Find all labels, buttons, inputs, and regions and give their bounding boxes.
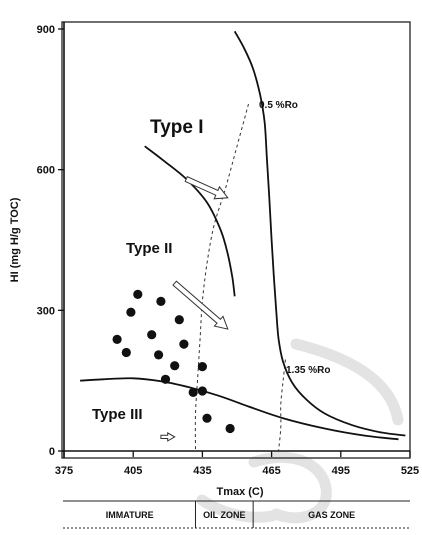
type-ii-label: Type II bbox=[126, 240, 172, 257]
x-ticks: 375 405 435 465 495 525 bbox=[55, 451, 419, 477]
sample-point bbox=[197, 386, 207, 396]
y-tick-label: 300 bbox=[37, 305, 55, 317]
sample-point bbox=[133, 289, 143, 299]
x-tick-label: 465 bbox=[262, 465, 280, 477]
sample-point bbox=[156, 296, 166, 306]
x-tick-label: 495 bbox=[332, 465, 350, 477]
type-iii-curve bbox=[80, 377, 399, 441]
maturation-arrow bbox=[184, 176, 229, 200]
sample-point bbox=[174, 315, 184, 325]
sample-point bbox=[170, 361, 180, 371]
maturation-arrows bbox=[160, 176, 229, 442]
sample-point bbox=[225, 423, 235, 434]
sample-point bbox=[147, 330, 157, 340]
sample-point bbox=[121, 347, 131, 358]
maturity-zones: IMMATURE OIL ZONE GAS ZONE bbox=[63, 500, 410, 529]
sample-point bbox=[126, 307, 136, 317]
sample-point bbox=[154, 350, 164, 360]
plot-frame bbox=[61, 21, 411, 459]
x-tick-label: 405 bbox=[124, 465, 142, 477]
sample-point bbox=[188, 387, 198, 397]
ro-lines bbox=[194, 103, 286, 452]
y-tick-label: 600 bbox=[37, 165, 55, 177]
zone-label: GAS ZONE bbox=[308, 510, 355, 520]
ro-line bbox=[194, 103, 249, 452]
type-i-curve bbox=[233, 30, 406, 437]
kerogen-curves bbox=[80, 30, 406, 441]
ro-line bbox=[278, 359, 286, 452]
sample-point bbox=[197, 362, 207, 372]
sample-point bbox=[160, 374, 171, 384]
zone-label: OIL ZONE bbox=[203, 510, 245, 520]
y-tick-label: 900 bbox=[37, 24, 55, 36]
y-axis-title: HI (mg H/g TOC) bbox=[9, 197, 21, 282]
x-axis-title: Tmax (C) bbox=[216, 486, 263, 498]
y-tick-label: 0 bbox=[49, 446, 55, 458]
x-tick-label: 375 bbox=[55, 465, 73, 477]
sample-point bbox=[202, 413, 212, 423]
type-i-label: Type I bbox=[150, 117, 204, 138]
x-tick-label: 435 bbox=[193, 465, 211, 477]
y-ticks: 0 300 600 900 bbox=[37, 24, 64, 458]
maturation-arrow bbox=[172, 280, 229, 330]
sample-point bbox=[112, 334, 122, 344]
ro-high-label: 1.35 %Ro bbox=[286, 365, 330, 376]
type-ii-curve bbox=[144, 145, 236, 297]
x-tick-label: 525 bbox=[401, 465, 419, 477]
sample-points bbox=[112, 289, 235, 434]
type-iii-label: Type III bbox=[92, 406, 143, 423]
sample-point bbox=[179, 339, 189, 349]
maturation-arrow bbox=[160, 432, 176, 442]
ro-low-label: 0.5 %Ro bbox=[259, 100, 298, 111]
zone-label: IMMATURE bbox=[106, 510, 154, 520]
